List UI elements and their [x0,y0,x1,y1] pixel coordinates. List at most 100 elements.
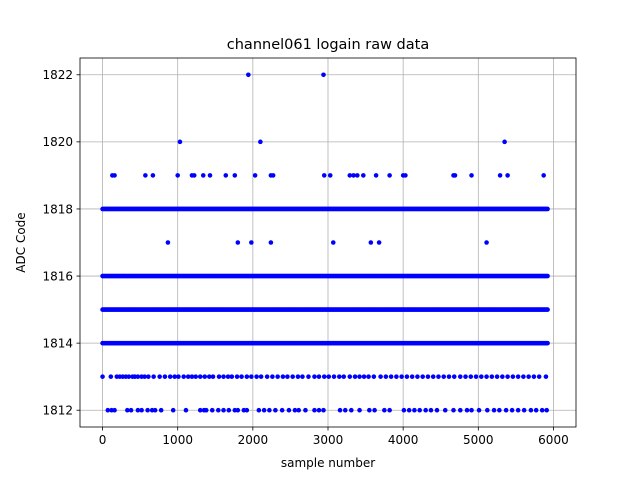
data-point [357,407,362,413]
data-point [254,374,259,379]
data-point [457,407,463,413]
data-point [285,374,290,379]
data-point [515,374,521,379]
data-point [528,407,534,413]
data-point [425,374,431,379]
data-point [112,173,117,178]
data-point [533,407,539,413]
data-point [368,240,374,245]
data-point [326,374,332,379]
data-point [258,374,264,379]
tick-layer: 0 1000 2000 3000 4000 5000 6000 1812 1814 1816 181… [42,68,568,447]
data-point [357,374,362,379]
data-point [280,374,286,379]
data-point [403,173,408,178]
data-point [451,374,457,379]
data-point [286,407,292,413]
data-point [312,407,317,413]
data-point [521,407,527,413]
data-point [526,374,531,379]
data-point [503,407,509,413]
data-point [383,374,389,379]
data-point [544,407,549,413]
data-point [128,407,134,413]
data-point [536,374,542,379]
data-point [232,173,238,178]
data-point [185,374,191,379]
data-point [261,407,267,413]
data-point [125,407,130,413]
data-point [135,407,141,413]
data-point [347,173,353,178]
data-point [372,407,377,413]
data-point [235,407,241,413]
data-point [361,173,366,178]
data-point [428,407,434,413]
data-point [225,374,231,379]
y-tick-label: 1820 [42,135,73,149]
data-point [509,407,515,413]
data-point [327,173,333,178]
data-point [321,72,326,78]
data-point [270,374,275,379]
data-point [539,407,545,413]
data-points [100,72,550,413]
data-point [404,374,410,379]
data-point [252,173,258,178]
data-point [376,240,382,245]
data-point [264,374,270,379]
y-tick-label: 1822 [42,68,73,82]
data-point [469,173,474,178]
data-point [270,173,276,178]
data-point [157,374,162,379]
data-point [273,407,278,413]
data-point [545,206,550,212]
data-point [189,374,195,379]
data-point [484,374,489,379]
data-point [303,407,308,413]
data-point [223,173,229,178]
data-point [543,374,549,379]
data-point [258,139,263,145]
data-point [545,340,550,346]
x-tick-label: 4000 [388,433,419,447]
data-point [279,407,285,413]
data-point [207,173,213,178]
data-point [378,374,383,379]
data-point [417,407,422,413]
data-point [351,173,356,178]
data-point [100,374,105,379]
data-point [337,407,343,413]
data-point [409,374,415,379]
data-point [349,407,354,413]
data-point [387,173,392,178]
x-tick-label: 3000 [313,433,344,447]
data-point [341,374,347,379]
data-point [361,374,367,379]
data-point [446,374,452,379]
data-point [249,240,254,245]
data-point [221,374,226,379]
data-point [373,173,379,178]
y-tick-label: 1814 [42,336,73,350]
data-point [521,374,526,379]
data-point [500,374,505,379]
data-point [441,374,447,379]
data-point [434,407,440,413]
x-tick-label: 6000 [538,433,569,447]
data-point [355,173,360,178]
data-point [170,407,176,413]
data-point [436,374,441,379]
data-point [267,407,272,413]
data-point [336,374,342,379]
x-tick-label: 0 [99,433,107,447]
data-point [321,374,327,379]
data-point [484,240,489,245]
data-point [139,407,144,413]
data-point [457,374,463,379]
data-point [197,407,203,413]
data-point [415,374,420,379]
data-point [197,374,203,379]
data-point [181,374,187,379]
